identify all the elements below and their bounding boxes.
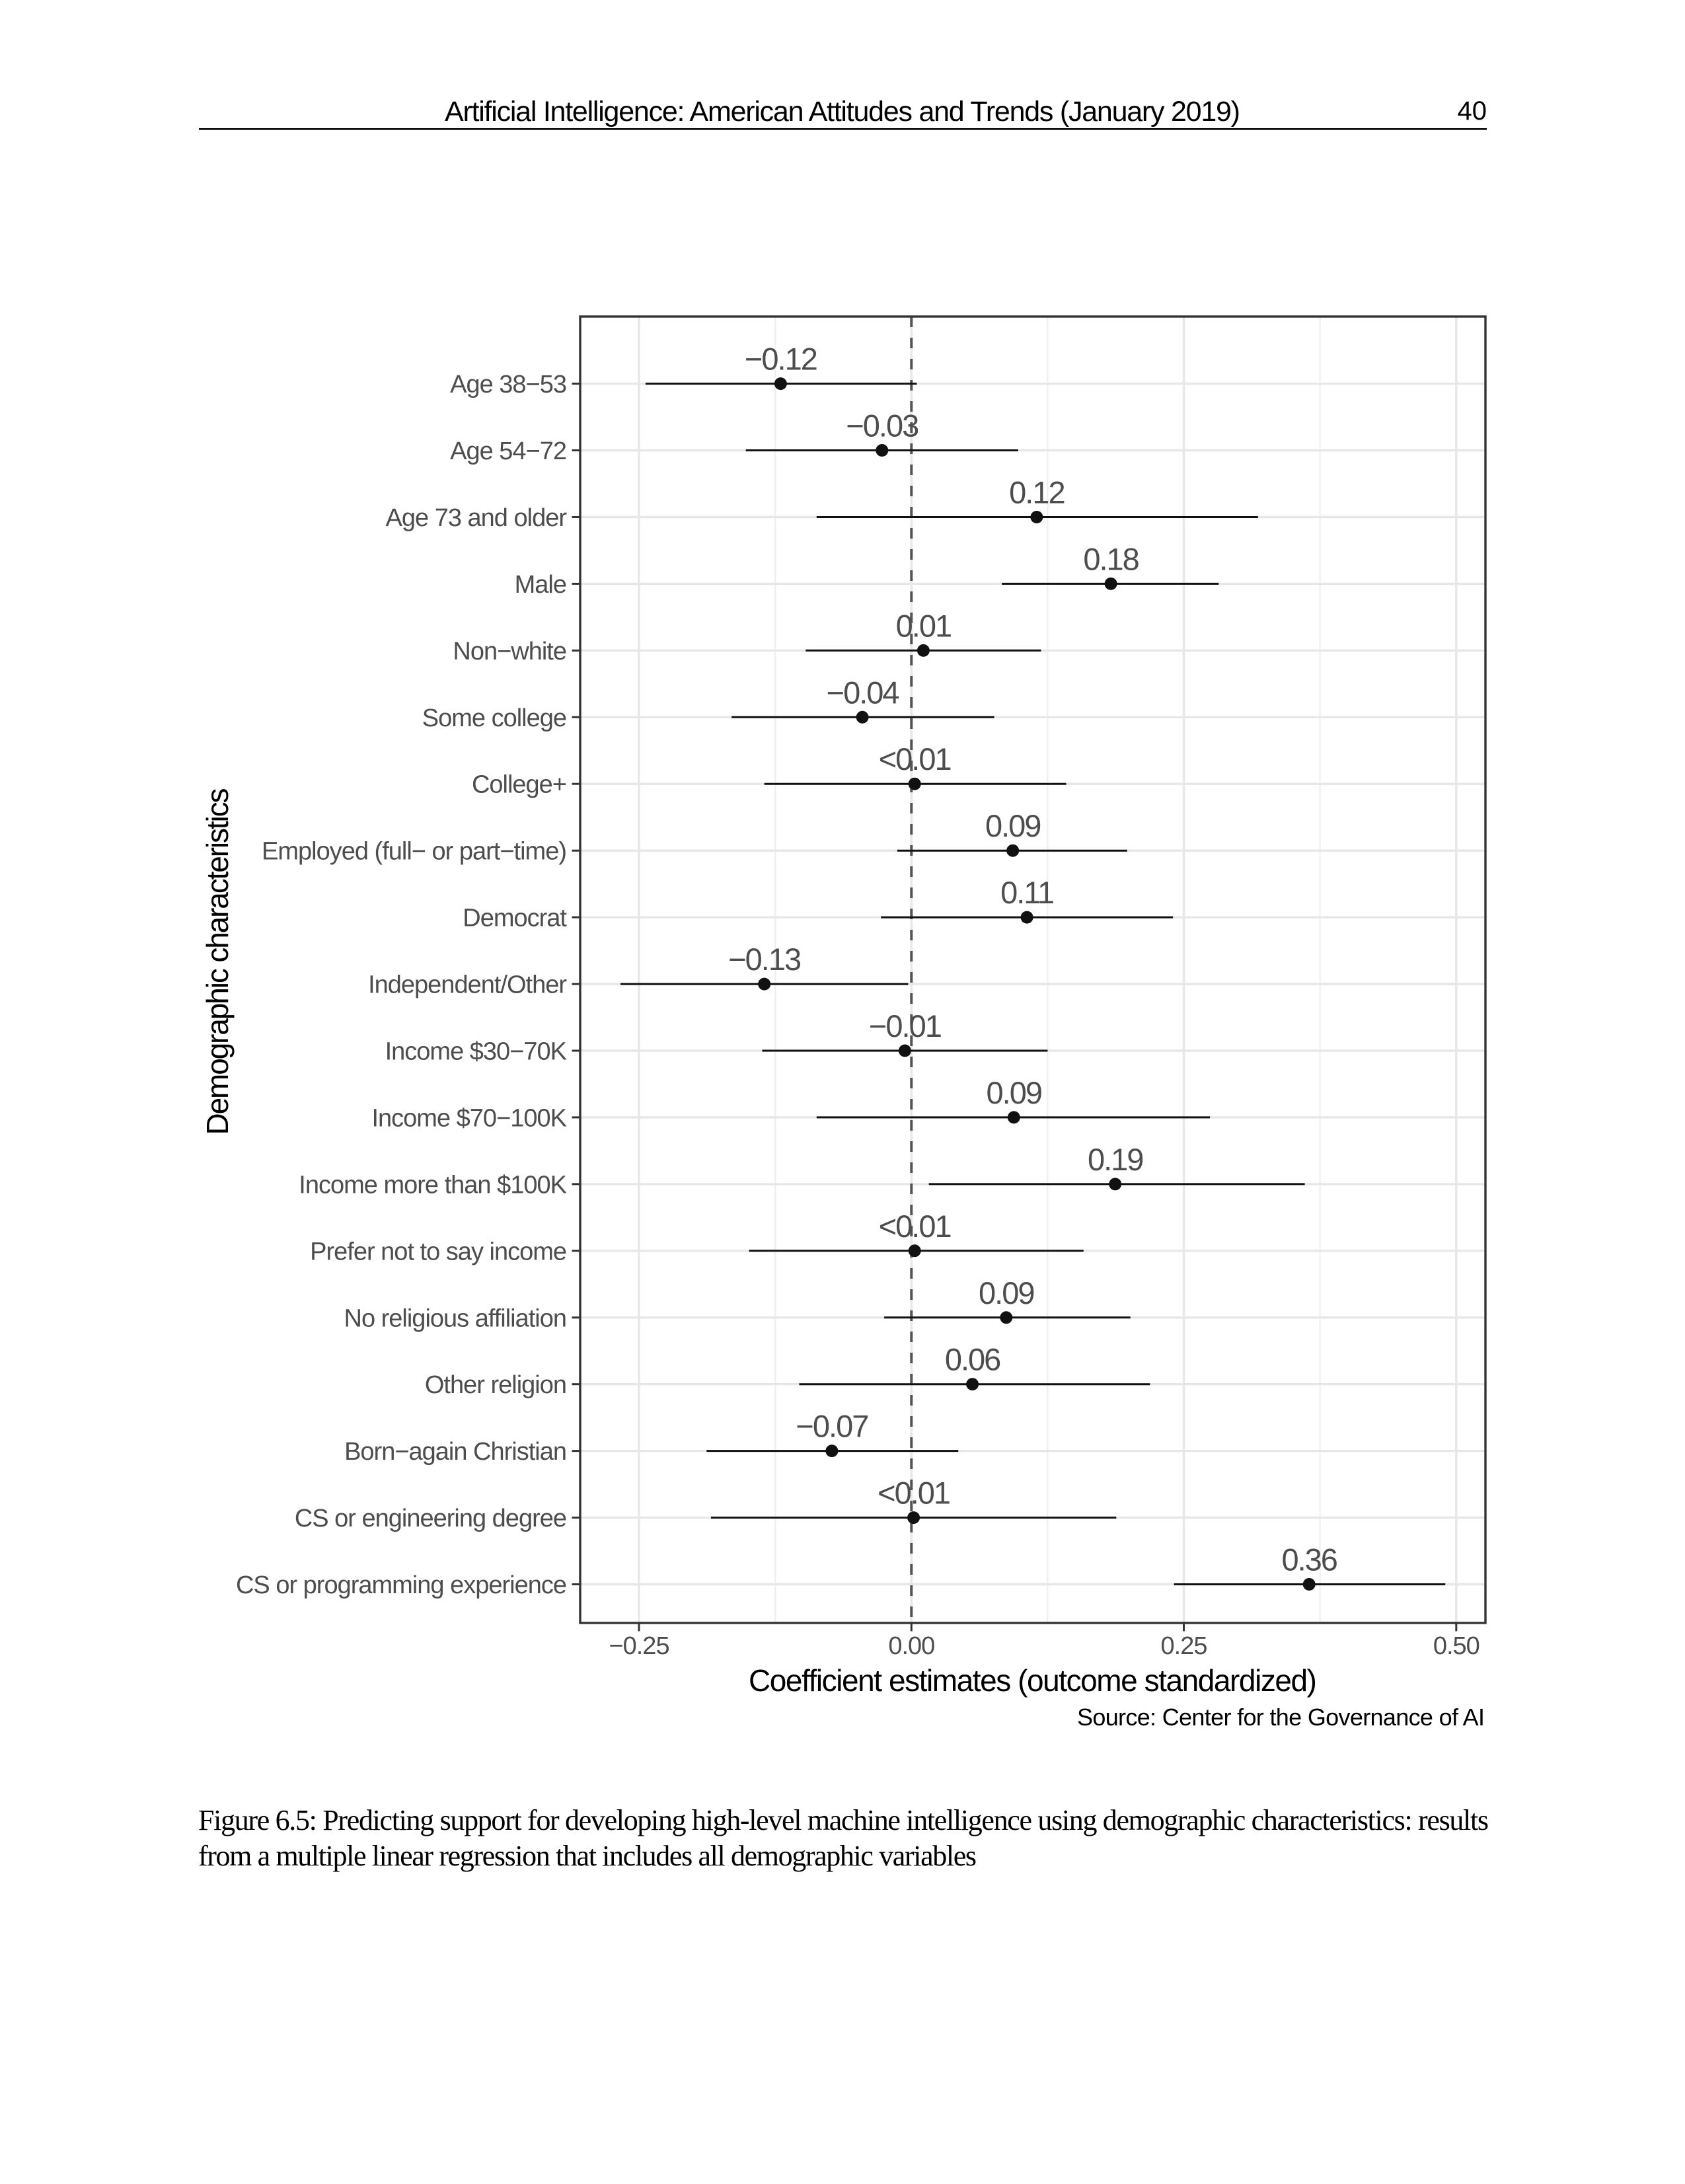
svg-text:Prefer not to say income: Prefer not to say income [310, 1238, 566, 1265]
svg-text:Non−white: Non−white [453, 638, 566, 665]
svg-text:<0.01: <0.01 [879, 741, 951, 776]
svg-text:Income more than $100K: Income more than $100K [299, 1171, 566, 1199]
svg-text:−0.13: −0.13 [728, 942, 801, 977]
svg-text:Democrat: Democrat [463, 905, 567, 932]
svg-text:0.19: 0.19 [1088, 1142, 1142, 1177]
svg-text:−0.03: −0.03 [846, 408, 918, 443]
svg-text:Income $70−100K: Income $70−100K [371, 1104, 566, 1132]
svg-text:0.25: 0.25 [1161, 1632, 1207, 1660]
svg-text:0.50: 0.50 [1433, 1632, 1479, 1660]
svg-text:No religious affiliation: No religious affiliation [344, 1304, 567, 1332]
svg-text:Coefficient estimates (outcome: Coefficient estimates (outcome standardi… [749, 1663, 1317, 1698]
svg-text:−0.25: −0.25 [609, 1632, 669, 1660]
svg-text:CS or programming experience: CS or programming experience [236, 1571, 566, 1599]
svg-text:Age 54−72: Age 54−72 [450, 437, 566, 465]
svg-text:0.12: 0.12 [1009, 475, 1064, 510]
svg-text:−0.07: −0.07 [796, 1409, 868, 1444]
svg-text:Income $30−70K: Income $30−70K [385, 1038, 567, 1066]
svg-text:40: 40 [1458, 96, 1487, 126]
svg-text:Some college: Some college [422, 704, 566, 732]
svg-text:−0.01: −0.01 [869, 1008, 941, 1043]
svg-text:Age 73 and older: Age 73 and older [386, 504, 568, 532]
svg-text:Artificial Intelligence: Ameri: Artificial Intelligence: American Attitu… [445, 96, 1240, 128]
svg-text:Demographic characteristics: Demographic characteristics [200, 788, 235, 1135]
svg-text:<0.01: <0.01 [879, 1209, 951, 1244]
svg-text:Male: Male [515, 571, 566, 599]
svg-text:−0.04: −0.04 [827, 675, 899, 710]
svg-text:Age 38−53: Age 38−53 [450, 371, 566, 398]
svg-text:Figure 6.5: Predicting support: Figure 6.5: Predicting support for devel… [198, 1804, 1489, 1836]
svg-text:0.11: 0.11 [1000, 875, 1053, 910]
svg-text:<0.01: <0.01 [878, 1476, 950, 1511]
svg-text:0.00: 0.00 [888, 1632, 934, 1660]
svg-text:Source: Center for the Governa: Source: Center for the Governance of AI [1077, 1704, 1485, 1731]
svg-text:0.09: 0.09 [985, 808, 1040, 843]
svg-text:Independent/Other: Independent/Other [368, 971, 567, 999]
svg-text:CS or engineering degree: CS or engineering degree [295, 1505, 566, 1532]
svg-text:from a multiple linear regress: from a multiple linear regression that i… [198, 1840, 977, 1872]
svg-text:0.09: 0.09 [979, 1275, 1033, 1310]
svg-text:College+: College+ [472, 771, 566, 799]
svg-text:Born−again Christian: Born−again Christian [344, 1438, 566, 1466]
svg-text:Employed (full− or part−time): Employed (full− or part−time) [262, 838, 566, 866]
svg-text:−0.12: −0.12 [745, 342, 817, 377]
svg-text:0.36: 0.36 [1281, 1542, 1337, 1577]
svg-text:0.09: 0.09 [987, 1075, 1041, 1110]
svg-text:0.01: 0.01 [896, 608, 951, 643]
svg-text:Other religion: Other religion [425, 1371, 566, 1399]
svg-text:0.06: 0.06 [945, 1342, 1000, 1377]
svg-text:0.18: 0.18 [1083, 541, 1139, 576]
